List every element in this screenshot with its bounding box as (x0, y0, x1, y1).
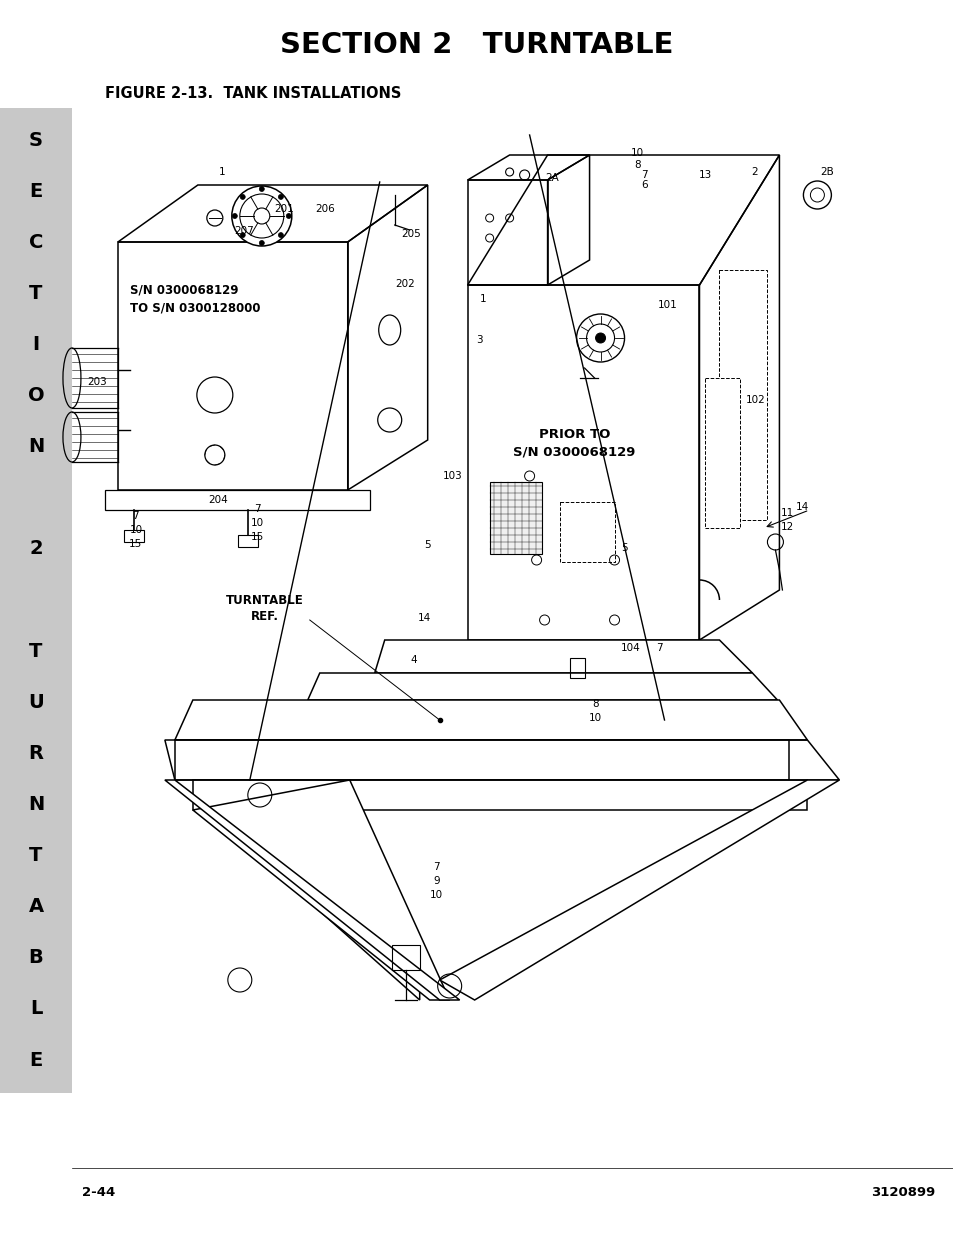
Polygon shape (375, 640, 752, 673)
Text: 7: 7 (132, 511, 139, 521)
Polygon shape (193, 781, 806, 810)
Text: 2B: 2B (820, 167, 833, 177)
Text: 104: 104 (620, 643, 639, 653)
Bar (559, 501, 614, 562)
Text: 205: 205 (400, 228, 420, 240)
Text: 5: 5 (620, 543, 627, 553)
Text: S/N 0300068129: S/N 0300068129 (513, 446, 635, 458)
Text: 102: 102 (745, 395, 764, 405)
Text: 206: 206 (314, 204, 335, 214)
Text: 10: 10 (251, 517, 264, 529)
Text: 203: 203 (87, 377, 107, 387)
Polygon shape (174, 740, 788, 781)
Text: 3: 3 (476, 335, 482, 345)
Text: 2: 2 (750, 167, 757, 177)
Text: L: L (30, 999, 42, 1019)
Circle shape (232, 186, 292, 246)
Text: 7: 7 (254, 504, 261, 514)
Text: 7: 7 (433, 862, 439, 872)
Text: 6: 6 (640, 180, 647, 190)
Text: U: U (28, 693, 44, 711)
Circle shape (278, 194, 283, 199)
Circle shape (240, 232, 245, 237)
Text: S/N 0300068129: S/N 0300068129 (130, 284, 238, 296)
Text: 12: 12 (780, 522, 793, 532)
Text: C: C (29, 232, 43, 252)
Text: 3120899: 3120899 (870, 1187, 935, 1199)
Bar (237, 535, 257, 547)
Text: 10: 10 (630, 148, 643, 158)
Text: T: T (30, 284, 43, 303)
Text: B: B (29, 948, 43, 967)
Circle shape (240, 194, 245, 199)
Text: 2: 2 (30, 540, 43, 558)
Text: 10: 10 (130, 525, 142, 535)
Text: TO S/N 0300128000: TO S/N 0300128000 (130, 301, 260, 315)
Text: A: A (29, 897, 44, 916)
Text: 8: 8 (592, 699, 598, 709)
Polygon shape (165, 781, 459, 1000)
Polygon shape (439, 781, 839, 1000)
Text: 10: 10 (430, 890, 443, 900)
Bar (719, 270, 766, 520)
Polygon shape (174, 700, 806, 740)
Text: 8: 8 (634, 161, 640, 170)
Text: 1: 1 (478, 294, 485, 304)
Text: O: O (28, 387, 44, 405)
Circle shape (286, 214, 291, 219)
Circle shape (576, 314, 624, 362)
Text: I: I (32, 335, 39, 354)
Text: 15: 15 (130, 538, 142, 550)
Bar (569, 658, 584, 678)
Text: 7: 7 (640, 170, 647, 180)
Circle shape (259, 186, 264, 191)
Text: PRIOR TO: PRIOR TO (538, 429, 610, 441)
Circle shape (278, 232, 283, 237)
Circle shape (802, 182, 830, 209)
Text: SECTION 2   TURNTABLE: SECTION 2 TURNTABLE (279, 31, 673, 59)
Polygon shape (194, 781, 419, 1000)
Text: 101: 101 (657, 300, 677, 310)
Text: 10: 10 (588, 713, 601, 722)
Text: TURNTABLE: TURNTABLE (226, 594, 303, 606)
Text: FIGURE 2-13.  TANK INSTALLATIONS: FIGURE 2-13. TANK INSTALLATIONS (105, 85, 401, 100)
Text: 1: 1 (218, 167, 225, 177)
Polygon shape (308, 673, 777, 700)
Text: 201: 201 (274, 204, 294, 214)
Circle shape (259, 241, 264, 246)
Text: 2-44: 2-44 (82, 1187, 115, 1199)
Circle shape (595, 333, 605, 343)
Text: 14: 14 (417, 613, 431, 622)
Text: 13: 13 (699, 170, 711, 180)
Bar (489, 482, 541, 555)
Text: 4: 4 (410, 655, 416, 664)
Bar (704, 378, 740, 529)
Polygon shape (105, 490, 370, 510)
Polygon shape (193, 781, 449, 1000)
Text: R: R (29, 743, 44, 763)
Text: 207: 207 (233, 226, 253, 236)
Text: 14: 14 (795, 501, 808, 513)
Bar (124, 530, 144, 542)
Text: E: E (30, 1051, 43, 1070)
Text: 103: 103 (442, 471, 462, 480)
Text: T: T (30, 846, 43, 864)
Text: 2A: 2A (545, 173, 558, 183)
Text: N: N (28, 795, 44, 814)
Text: 7: 7 (656, 643, 662, 653)
Text: 15: 15 (251, 532, 264, 542)
Text: E: E (30, 182, 43, 200)
Text: N: N (28, 437, 44, 456)
Text: 202: 202 (395, 279, 415, 289)
Text: T: T (30, 642, 43, 661)
Text: 11: 11 (780, 508, 793, 517)
Text: 204: 204 (208, 495, 228, 505)
Circle shape (233, 214, 237, 219)
Text: REF.: REF. (251, 610, 278, 622)
Bar (0, 107, 71, 1093)
Text: 5: 5 (424, 540, 431, 550)
Text: S: S (29, 131, 43, 149)
Text: 9: 9 (433, 876, 439, 885)
